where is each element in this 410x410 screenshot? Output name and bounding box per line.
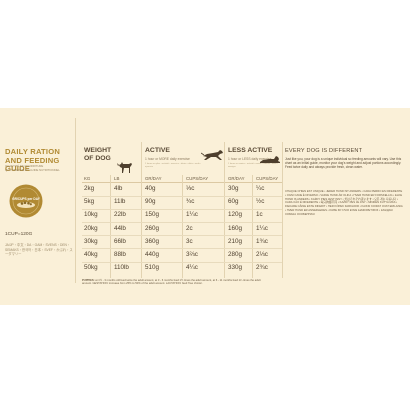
- cell-l-cup: ½c: [256, 198, 265, 206]
- cell-l-gr: 160g: [228, 224, 243, 232]
- bowl-label: GR/CUPS per DAY: [12, 197, 40, 201]
- cell-lb: 11lb: [114, 198, 126, 206]
- cell-a-gr: 90g: [145, 198, 156, 206]
- col-sep: [110, 175, 111, 278]
- active-subheader: 1 hour or MORE daily exercise: [145, 157, 190, 161]
- feeding-guide-subtitle: QUANTITÉ DE NOURRITURE QUOTIDIENNE ET GU…: [5, 164, 60, 172]
- every-dog-title: EVERY DOG IS DIFFERENT: [285, 148, 363, 154]
- bowl-icon: GR/CUPS per DAY: [9, 184, 43, 218]
- weight-header: WEIGHT OF DOG: [84, 147, 112, 162]
- cell-kg: 40kg: [84, 251, 98, 258]
- active-multilingual: 1 heure ou plus • activité • exercice • …: [145, 163, 202, 168]
- cell-a-cup: ⅓c: [186, 185, 195, 192]
- cell-a-cup: ¾c: [186, 198, 195, 206]
- col-less-cupsday: CUPS/DAY: [256, 176, 279, 181]
- col-active-cupsday: CUPS/DAY: [186, 176, 209, 181]
- cell-l-cup: ¼c: [256, 185, 265, 192]
- dog-lying-icon: [259, 151, 281, 169]
- cell-lb: 44lb: [114, 224, 126, 232]
- table-row: 40kg 88lb 440g 3⅔c 280g 2⅓c: [82, 250, 282, 263]
- cell-lb: 66lb: [114, 237, 126, 245]
- cell-kg: 50kg: [84, 264, 98, 272]
- active-header: ACTIVE: [145, 147, 170, 154]
- row-rule: [82, 208, 282, 210]
- every-dog-body: Just like you, your dog is a unique indi…: [285, 157, 402, 170]
- col-active-grday: GR/DAY: [145, 176, 162, 181]
- col-sep: [182, 175, 183, 278]
- cell-l-cup: 2¾c: [256, 264, 268, 272]
- table-row: 20kg 44lb 260g 2c 160g 1¼c: [82, 224, 282, 236]
- table-row: 30kg 66lb 360g 3c 210g 1¾c: [82, 237, 282, 249]
- cell-a-gr: 360g: [145, 237, 160, 245]
- col-sep: [141, 142, 142, 278]
- table-row: 50kg 110lb 510g 4¼c 330g 2¾c: [82, 263, 282, 275]
- puppy-note: PUPPIES: at 1½ - 3 months old feed twice…: [82, 279, 262, 286]
- col-sep: [224, 142, 225, 278]
- dog-standing-icon: [116, 160, 134, 179]
- cell-l-gr: 120g: [228, 211, 243, 219]
- cell-l-gr: 210g: [228, 237, 243, 245]
- every-dog-multilingual: CHAQUE CHIEN EST UNIQUE • JEDER HUND IST…: [285, 190, 403, 216]
- less-active-subheader: 1 hour or LESS daily exercise: [228, 157, 272, 161]
- puppy-note-text: at 1½ - 3 months old feed twice the adul…: [82, 279, 261, 286]
- cell-kg: 30kg: [84, 237, 98, 245]
- cell-a-gr: 260g: [145, 224, 160, 232]
- cell-a-cup: 3c: [186, 237, 193, 245]
- feeding-table-body: 2kg 4lb 40g ⅓c 30g ¼c 5kg 11lb 90g ¾c 60g ½c 10kg 22l…: [82, 184, 282, 278]
- table-row: 10kg 22lb 150g 1¼c 120g 1c: [82, 210, 282, 223]
- cell-a-cup: 1¼c: [186, 211, 198, 219]
- cell-a-gr: 510g: [145, 264, 160, 272]
- cell-l-gr: 330g: [228, 264, 243, 272]
- cell-a-cup: 4¼c: [186, 264, 198, 272]
- cell-kg: 5kg: [84, 198, 95, 206]
- label-panel: [0, 108, 410, 305]
- col-less-grday: GR/DAY: [228, 176, 245, 181]
- language-list: JA/JP・中文・DA・GAM・SVENS・DEN・SEMAKS・한국어・日本・…: [5, 243, 73, 257]
- col-lb: LB: [114, 176, 120, 181]
- less-active-header: LESS ACTIVE: [228, 147, 273, 154]
- cell-a-gr: 40g: [145, 185, 156, 192]
- cell-lb: 22lb: [114, 211, 126, 219]
- table-row: 2kg 4lb 40g ⅓c 30g ¼c: [82, 184, 282, 197]
- puppy-note-lead: PUPPIES:: [82, 279, 95, 282]
- cell-l-cup: 2⅓c: [256, 251, 268, 258]
- cell-l-gr: 60g: [228, 198, 239, 206]
- col-sep: [252, 175, 253, 278]
- cup-ratio: 1CUP=120G: [5, 232, 33, 237]
- cell-lb: 88lb: [114, 251, 126, 258]
- feeding-guide-title: DAILY RATION AND FEEDING GUIDE: [5, 147, 60, 173]
- col-sep: [282, 142, 283, 278]
- cell-lb: 4lb: [114, 185, 123, 192]
- cell-l-gr: 280g: [228, 251, 243, 258]
- cell-a-cup: 2c: [186, 224, 193, 232]
- column-divider: [75, 118, 76, 283]
- cell-l-cup: 1¾c: [256, 237, 268, 245]
- cell-kg: 20kg: [84, 224, 98, 232]
- less-active-multilingual: 1 heure ou moins • activité • moins • me…: [228, 163, 278, 168]
- cell-l-cup: 1¼c: [256, 224, 268, 232]
- col-kg: KG: [84, 176, 91, 181]
- cell-a-cup: 3⅔c: [186, 251, 198, 258]
- row-rule: [82, 248, 282, 249]
- cell-kg: 2kg: [84, 185, 95, 192]
- cell-lb: 110lb: [114, 264, 129, 272]
- table-row: 5kg 11lb 90g ¾c 60g ½c: [82, 197, 282, 210]
- cell-l-gr: 30g: [228, 185, 239, 192]
- cell-a-gr: 440g: [145, 251, 160, 258]
- cell-a-gr: 150g: [145, 211, 160, 219]
- cell-l-cup: 1c: [256, 211, 263, 219]
- row-rule: [82, 221, 282, 223]
- cell-kg: 10kg: [84, 211, 98, 219]
- dog-running-icon: [200, 148, 225, 167]
- row-rule: [82, 235, 282, 236]
- row-rule: [82, 195, 282, 197]
- row-rule: [82, 261, 282, 263]
